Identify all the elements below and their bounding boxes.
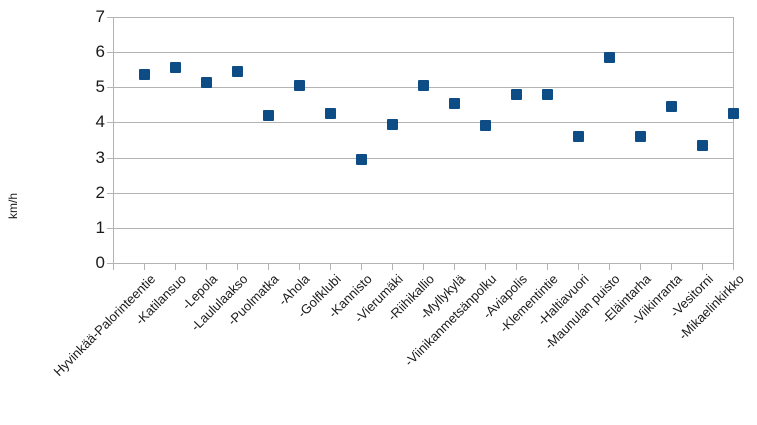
gridline — [113, 122, 733, 124]
y-axis-tick-label: 4 — [95, 112, 105, 132]
data-point — [138, 69, 150, 81]
data-point — [293, 80, 305, 92]
data-point — [665, 101, 677, 113]
gridline — [113, 227, 733, 229]
data-point — [634, 130, 646, 142]
x-axis-tick — [733, 264, 734, 270]
y-axis-title: km/h — [6, 193, 20, 220]
data-point — [417, 80, 429, 92]
x-axis-tick — [423, 264, 424, 270]
x-axis-tick — [144, 264, 145, 270]
x-axis-tick — [299, 264, 300, 270]
data-point — [696, 139, 708, 151]
x-axis-tick — [330, 264, 331, 270]
y-axis-tick-label: 5 — [95, 77, 105, 97]
x-axis-tick — [175, 264, 176, 270]
y-axis-tick — [107, 227, 113, 229]
data-point — [169, 62, 181, 74]
data-point — [262, 109, 274, 121]
y-axis-tick-label: 0 — [95, 253, 105, 272]
x-axis-tick — [640, 264, 641, 270]
y-axis-tick — [107, 122, 113, 124]
x-axis-tick — [609, 264, 610, 270]
data-point — [386, 118, 398, 130]
data-point — [603, 51, 615, 63]
x-axis-tick — [671, 264, 672, 270]
data-point — [479, 120, 491, 132]
y-axis-tick-label: 3 — [95, 147, 105, 167]
y-axis-tick-label: 1 — [95, 217, 105, 237]
gridline — [113, 157, 733, 159]
data-point — [510, 88, 522, 100]
data-point — [200, 76, 212, 88]
y-axis-tick — [107, 263, 113, 264]
gridline — [113, 192, 733, 194]
x-axis-tick — [361, 264, 362, 270]
y-axis-tick — [107, 52, 113, 54]
data-point — [324, 108, 336, 120]
data-point — [727, 108, 739, 120]
x-axis-tick — [702, 264, 703, 270]
x-axis-tick — [485, 264, 486, 270]
x-axis-tick — [578, 264, 579, 270]
data-point — [572, 130, 584, 142]
gridline — [113, 17, 733, 18]
y-axis-tick — [107, 157, 113, 159]
y-axis-tick — [107, 17, 113, 18]
y-axis-tick-label: 2 — [95, 182, 105, 202]
data-point — [355, 153, 367, 165]
x-axis-tick — [516, 264, 517, 270]
plot-area — [113, 17, 734, 264]
y-axis-tick-label: 6 — [95, 42, 105, 62]
data-point — [541, 88, 553, 100]
gridline — [113, 52, 733, 54]
y-axis-tick — [107, 192, 113, 194]
data-point — [448, 97, 460, 109]
y-axis-tick-label: 7 — [95, 7, 105, 26]
x-axis-tick — [206, 264, 207, 270]
x-axis-tick — [113, 264, 114, 270]
x-axis-tick — [268, 264, 269, 270]
y-axis-tick — [107, 87, 113, 89]
x-axis-tick — [392, 264, 393, 270]
x-axis-tick — [237, 264, 238, 270]
x-axis-tick — [454, 264, 455, 270]
x-axis-tick — [547, 264, 548, 270]
data-point — [231, 65, 243, 77]
